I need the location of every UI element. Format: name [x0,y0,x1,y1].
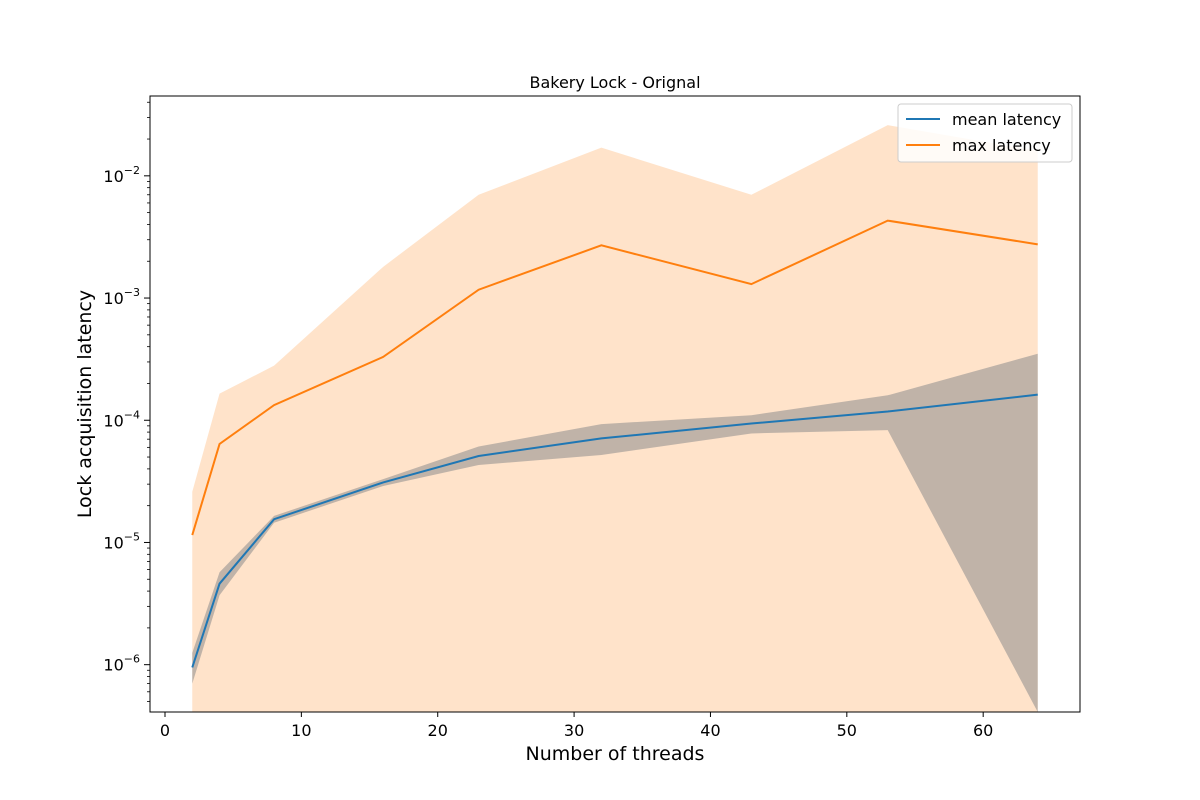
y-tick-label: 10−4 [103,408,140,430]
y-tick-label: 10−2 [103,164,140,186]
legend-label-mean: mean latency [952,110,1061,129]
chart-title: Bakery Lock - Orignal [529,73,700,92]
legend-box [897,103,1073,163]
y-axis-label: Lock acquisition latency [74,290,96,518]
x-tick-label: 10 [291,721,311,740]
y-tick-label: 10−3 [103,286,140,308]
x-tick-label: 20 [428,721,448,740]
mean-latency-line [191,393,1038,668]
max-latency-band [192,125,1038,713]
mean-latency-band [192,353,1038,712]
y-axis-ticks: 10−6 10−5 10−4 10−3 10−2 [103,101,150,702]
x-tick-label: 50 [837,721,857,740]
x-tick-label: 30 [564,721,584,740]
plot-frame [149,95,1081,713]
confidence-bands [192,125,1038,713]
legend: mean latency max latency [897,103,1073,163]
x-tick-label: 0 [160,721,170,740]
y-tick-label: 10−6 [103,653,140,675]
y-tick-label: 10−5 [103,530,140,552]
series-lines [191,219,1038,668]
x-axis-label: Number of threads [526,743,705,765]
max-latency-line [191,219,1038,536]
x-tick-label: 40 [700,721,720,740]
x-tick-label: 60 [973,721,993,740]
x-axis-ticks: 0 10 20 30 40 50 60 [160,712,993,740]
legend-label-max: max latency [952,136,1051,155]
